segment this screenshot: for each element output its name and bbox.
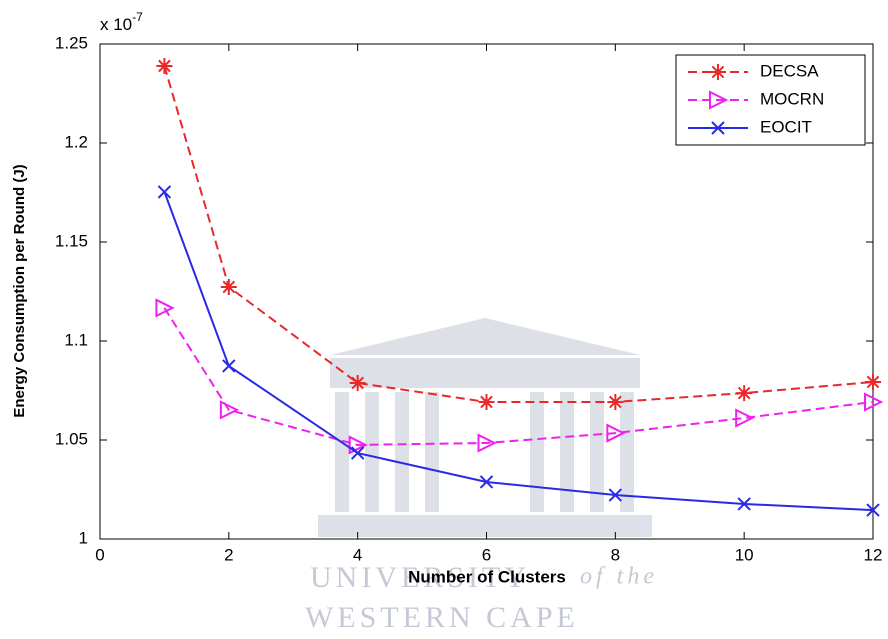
marker xyxy=(477,433,497,453)
marker xyxy=(220,278,237,295)
marker xyxy=(222,359,236,373)
y-tick-label: 1.2 xyxy=(64,132,88,151)
y-tick-label: 1.1 xyxy=(64,330,88,349)
x-tick-label: 4 xyxy=(353,545,362,564)
marker xyxy=(606,423,626,443)
marker xyxy=(864,392,884,412)
marker xyxy=(866,503,880,517)
y-tick-label: 1 xyxy=(79,528,88,547)
marker xyxy=(157,185,172,199)
marker xyxy=(607,393,624,410)
legend-marker xyxy=(710,64,726,80)
marker xyxy=(736,385,753,402)
marker xyxy=(865,373,881,390)
marker xyxy=(479,475,494,489)
series-line xyxy=(163,307,874,446)
marker xyxy=(155,298,175,318)
x-tick-label: 6 xyxy=(482,545,491,564)
marker xyxy=(349,374,366,391)
legend-marker xyxy=(709,90,729,110)
legend-label: MOCRN xyxy=(760,89,824,108)
marker xyxy=(350,446,365,460)
marker xyxy=(735,408,755,428)
x-axis-label: Number of Clusters xyxy=(408,567,566,586)
marker xyxy=(219,400,240,420)
y-exponent: x 10-7 xyxy=(100,10,143,34)
watermark-text: UNIVERSITY xyxy=(310,561,530,594)
x-tick-label: 2 xyxy=(224,545,233,564)
marker xyxy=(478,393,495,410)
marker xyxy=(608,488,623,502)
x-tick-label: 0 xyxy=(95,545,104,564)
x-tick-label: 8 xyxy=(611,545,620,564)
y-tick-label: 1.25 xyxy=(55,33,88,52)
y-tick-label: 1.15 xyxy=(55,231,88,250)
legend-label: EOCIT xyxy=(760,117,812,136)
watermark-text: WESTERN CAPE xyxy=(305,601,579,634)
marker xyxy=(737,497,751,511)
y-tick-label: 1.05 xyxy=(55,429,88,448)
marker xyxy=(348,435,368,455)
legend-marker xyxy=(711,121,725,135)
watermark-building xyxy=(318,318,652,537)
y-exponent-power: -7 xyxy=(132,10,143,24)
legend-label: DECSA xyxy=(760,61,819,80)
y-exponent-base: x 10 xyxy=(100,15,132,34)
x-tick-label: 12 xyxy=(864,545,883,564)
y-axis-label: Energy Consumption per Round (J) xyxy=(11,164,28,417)
marker xyxy=(156,57,173,74)
watermark-text: of the xyxy=(580,564,658,590)
x-tick-label: 10 xyxy=(735,545,754,564)
